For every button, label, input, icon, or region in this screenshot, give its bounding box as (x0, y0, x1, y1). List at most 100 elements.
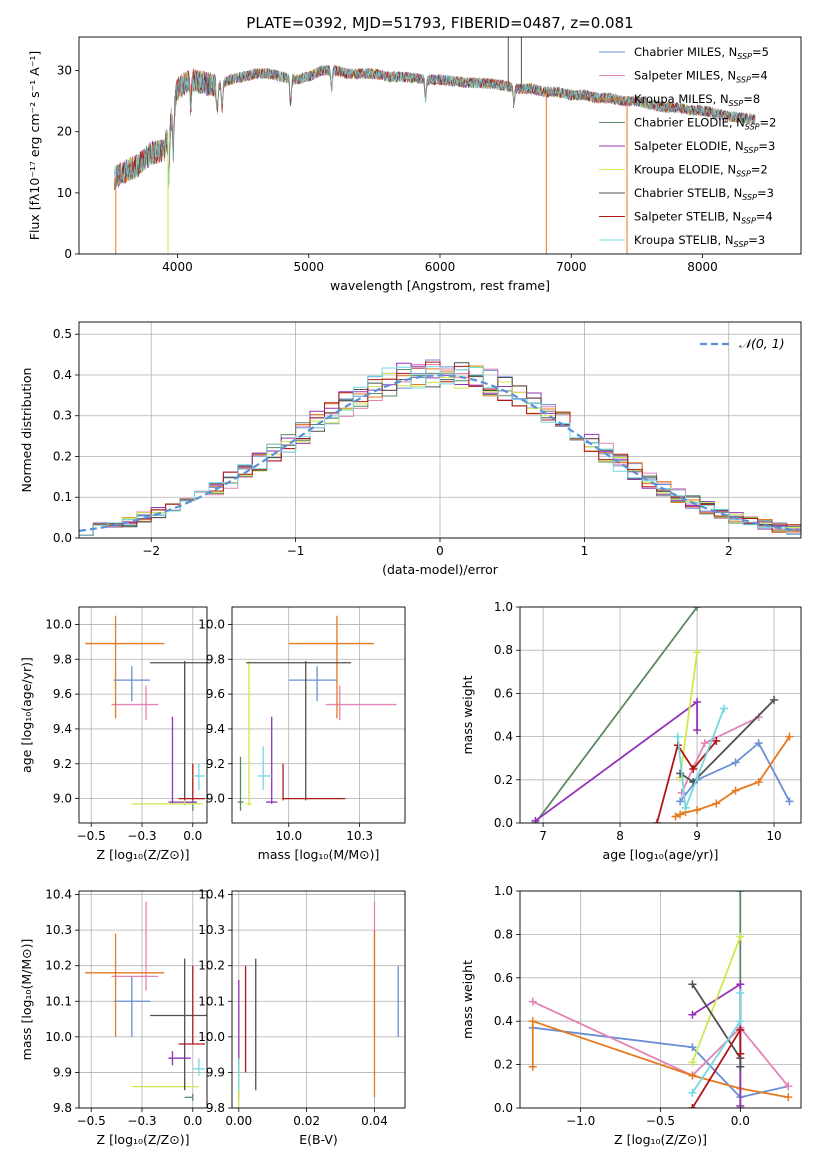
y-tick-label: 10.1 (45, 994, 72, 1008)
x-axis-label: Z [log₁₀(Z/Z⊙)] (614, 1132, 707, 1147)
y-tick-label: 9.6 (53, 687, 72, 701)
weight-marker (712, 799, 721, 808)
age-vs-mass-grid (232, 607, 405, 823)
x-tick-label: −2 (142, 544, 160, 558)
weight-marker (676, 810, 685, 819)
x-tick-label: −1 (287, 544, 305, 558)
x-axis-label: age [log₁₀(age/yr)] (603, 847, 719, 862)
x-tick-label: 4000 (162, 260, 193, 274)
y-tick-label: 0.4 (494, 1014, 513, 1028)
y-tick-label: 9.2 (53, 757, 72, 771)
weight-marker (693, 607, 702, 611)
y-tick-label: 9.9 (53, 1065, 72, 1079)
mass-vs-Z-grid (79, 891, 207, 1109)
axes-frame (78, 890, 208, 1109)
legend-label: Kroupa ELODIE, NSSP=2 (634, 163, 768, 179)
y-tick-label: 10.0 (45, 617, 72, 631)
y-tick-label: 0.4 (53, 368, 72, 382)
y-tick-label: 10.2 (198, 959, 225, 973)
weight-marker (671, 812, 680, 821)
y-tick-label: 9.9 (206, 1065, 225, 1079)
x-tick-label: 6000 (425, 260, 456, 274)
weight-vs-Z-panel: −1.0 −0.5 0.0 0.0 0.2 0.4 0.6 0.8 1.0 Z [log₁₀(Z/… (460, 884, 802, 1147)
legend-label: 𝒩(0, 1) (739, 336, 785, 351)
weight-marker (736, 1101, 745, 1108)
weight-marker (693, 726, 702, 735)
weight-marker (688, 980, 697, 989)
y-tick-label: 0.6 (494, 686, 513, 700)
y-tick-label: 20 (57, 125, 72, 139)
y-tick-label: 0.0 (53, 531, 72, 545)
age-vs-Z-plot-area (85, 615, 207, 811)
weight-marker (689, 765, 698, 773)
mass-vs-Z-panel: −0.5 −0.3 0.0 9.8 9.9 10.0 10.1 10.2 10.3 10.4 Z [… (19, 888, 208, 1147)
weight-marker (688, 1010, 697, 1019)
weight-marker (528, 1062, 537, 1071)
axes-frame (519, 606, 802, 824)
legend-label: Salpeter STELIB, NSSP=4 (634, 210, 773, 226)
y-tick-label: 9.6 (206, 687, 225, 701)
y-tick-label: 0 (64, 247, 72, 261)
y-tick-label: 1.0 (494, 600, 513, 614)
legend-label: Salpeter MILES, NSSP=4 (634, 69, 768, 85)
spectrum-plot-area (114, 37, 756, 254)
weight-marker (688, 1043, 697, 1052)
x-tick-label: −0.3 (127, 1114, 156, 1128)
axes-frame (78, 36, 802, 255)
legend-label: Chabrier STELIB, NSSP=3 (634, 186, 774, 202)
x-tick-label: 10.0 (275, 829, 302, 843)
y-tick-label: 9.0 (206, 792, 225, 806)
y-tick-label: 10.0 (198, 1030, 225, 1044)
weight-marker (754, 739, 763, 748)
weight-marker (720, 704, 729, 713)
y-axis-label: Normed distribution (19, 368, 34, 493)
weight-marker (653, 819, 662, 823)
weight-marker (676, 769, 685, 778)
x-tick-label: 0.0 (731, 1114, 750, 1128)
x-tick-label: 7000 (556, 260, 587, 274)
weight-marker (784, 1082, 793, 1091)
mass-vs-Z-plot-area (85, 901, 207, 1101)
y-tick-label: 10.1 (198, 994, 225, 1008)
weight-marker (736, 1017, 745, 1026)
residuals-plot-area (79, 359, 801, 536)
weight-series-line (532, 1026, 789, 1099)
weight-marker (688, 1088, 697, 1097)
y-tick-label: 9.0 (53, 792, 72, 806)
y-tick-label: 10.0 (198, 617, 225, 631)
y-tick-label: 10.4 (45, 888, 72, 902)
y-tick-label: 0.8 (494, 643, 513, 657)
weight-marker (731, 786, 740, 795)
x-tick-label: 0.0 (183, 1114, 202, 1128)
x-axis-label: (data-model)/error (382, 562, 499, 577)
weight-marker (736, 932, 745, 941)
x-tick-label: 1 (581, 544, 589, 558)
weight-marker (700, 739, 709, 748)
weight-series-line (675, 736, 791, 818)
y-tick-label: 10.2 (45, 959, 72, 973)
x-tick-label: −1.0 (566, 1114, 595, 1128)
x-axis-label: wavelength [Angstrom, rest frame] (330, 278, 550, 293)
weight-marker (712, 736, 721, 745)
axes-frame (519, 890, 802, 1109)
weight-marker (688, 1058, 697, 1067)
y-tick-label: 9.8 (53, 1101, 72, 1115)
x-tick-label: −0.3 (127, 829, 156, 843)
x-tick-label: 0.00 (225, 1114, 252, 1128)
y-tick-label: 9.8 (206, 652, 225, 666)
x-tick-label: 5000 (293, 260, 324, 274)
x-tick-label: 10.3 (346, 829, 373, 843)
weight-series-line (532, 1000, 789, 1087)
y-tick-label: 10.3 (45, 923, 72, 937)
y-tick-label: 9.4 (53, 722, 72, 736)
y-tick-label: 0.5 (53, 327, 72, 341)
y-tick-label: 0.1 (53, 490, 72, 504)
weight-marker (693, 648, 702, 657)
weight-marker (736, 891, 745, 895)
normal-curve (79, 374, 799, 532)
y-tick-label: 0.2 (53, 449, 72, 463)
x-tick-label: 0.0 (183, 829, 202, 843)
y-tick-label: 0.4 (494, 730, 513, 744)
weight-marker (681, 803, 690, 812)
